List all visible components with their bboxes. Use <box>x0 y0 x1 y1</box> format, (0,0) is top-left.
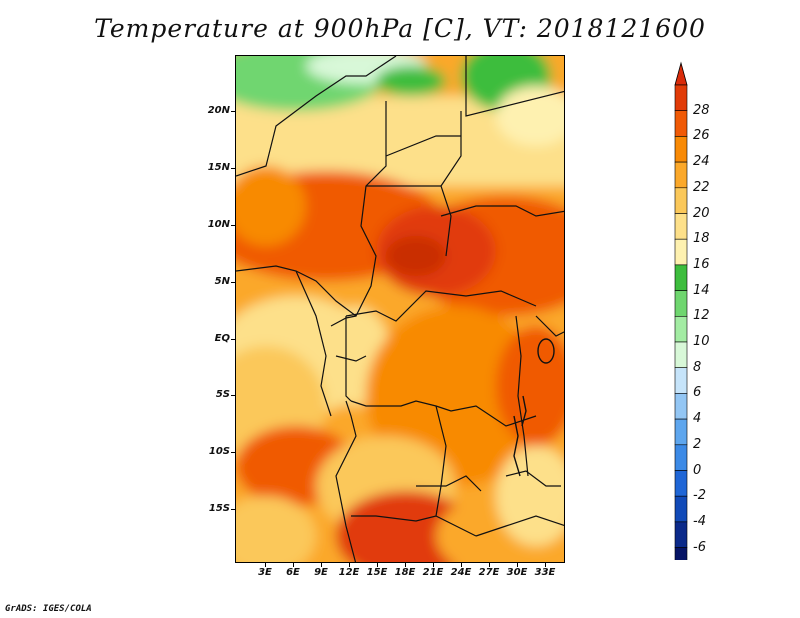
lon-tick <box>489 563 490 567</box>
colorbar-segment <box>674 444 688 471</box>
colorbar-label: 4 <box>693 411 702 427</box>
colorbar-segment <box>674 393 688 420</box>
colorbar-segment <box>674 315 688 343</box>
lon-tick <box>265 563 266 567</box>
lat-label-15n: 15N <box>207 162 230 173</box>
colorbar-label: 28 <box>693 102 710 118</box>
lon-tick <box>461 563 462 567</box>
colorbar-segment <box>674 213 688 240</box>
lat-label-5s: 5S <box>215 389 230 400</box>
colorbar-segment <box>674 161 688 189</box>
colorbar-label: -4 <box>693 513 706 529</box>
lat-label-15s: 15S <box>208 503 230 514</box>
colorbar-segment <box>674 495 688 523</box>
lat-label-10n: 10N <box>207 219 230 230</box>
lon-label-9e: 9E <box>314 567 328 578</box>
lat-tick <box>231 395 235 396</box>
colorbar-segment <box>674 136 688 163</box>
colorbar-label: 24 <box>693 154 710 170</box>
lat-label-20n: 20N <box>207 105 230 116</box>
colorbar-segment <box>674 110 688 137</box>
colorbar-label: 12 <box>693 308 710 324</box>
temperature-map <box>235 55 565 563</box>
lon-tick <box>517 563 518 567</box>
colorbar-label: 18 <box>693 231 710 247</box>
lat-tick <box>231 282 235 283</box>
colorbar-label: 2 <box>693 436 702 452</box>
lat-tick <box>231 111 235 112</box>
colorbar-label: -6 <box>693 539 706 555</box>
colorbar-label: 0 <box>693 462 702 478</box>
lon-tick <box>377 563 378 567</box>
lon-tick <box>405 563 406 567</box>
map-title: Temperature at 900hPa [C], VT: 201812160… <box>94 14 706 43</box>
lon-tick <box>349 563 350 567</box>
lat-label-5n: 5N <box>214 276 230 287</box>
lat-tick <box>231 339 235 340</box>
colorbar-label: 6 <box>693 385 702 401</box>
colorbar-segment <box>674 341 688 369</box>
colorbar-label: 20 <box>693 205 710 221</box>
colorbar-segment <box>674 470 688 497</box>
lat-tick <box>231 452 235 453</box>
lat-label-eq: EQ <box>214 333 230 344</box>
colorbar-label: 10 <box>693 334 710 349</box>
lon-label-27e: 27E <box>478 567 500 578</box>
colorbar-label: 26 <box>693 128 710 144</box>
colorbar-segment <box>674 418 688 446</box>
colorbar-segment <box>674 367 688 394</box>
colorbar-segment <box>674 264 688 291</box>
lat-label-10s: 10S <box>208 446 230 457</box>
lon-label-24e: 24E <box>450 567 472 578</box>
colorbar-top-triangle <box>674 61 688 86</box>
lon-tick <box>545 563 546 567</box>
credit-text: GrADS: IGES/COLA <box>5 604 92 614</box>
colorbar-label: -2 <box>693 488 706 504</box>
color-bar <box>674 61 688 560</box>
lon-label-3e: 3E <box>258 567 272 578</box>
lat-tick <box>231 168 235 169</box>
colorbar-segment <box>674 290 688 317</box>
lat-tick <box>231 225 235 226</box>
lon-tick <box>293 563 294 567</box>
lon-label-21e: 21E <box>422 567 444 578</box>
lat-tick <box>231 509 235 510</box>
lon-label-6e: 6E <box>286 567 300 578</box>
colorbar-label: 22 <box>693 179 710 195</box>
lon-label-12e: 12E <box>338 567 360 578</box>
colorbar-segment <box>674 238 688 266</box>
colorbar-label: 8 <box>693 359 702 375</box>
lon-label-15e: 15E <box>366 567 388 578</box>
colorbar-segment <box>674 521 688 548</box>
lon-tick <box>321 563 322 567</box>
lon-tick <box>433 563 434 567</box>
colorbar-segment <box>674 547 688 560</box>
colorbar-segment <box>674 84 688 112</box>
lon-label-18e: 18E <box>394 567 416 578</box>
colorbar-label: 16 <box>693 256 710 272</box>
colorbar-label: 14 <box>693 282 710 298</box>
lon-label-30e: 30E <box>506 567 528 578</box>
lon-label-33e: 33E <box>534 567 556 578</box>
colorbar-segment <box>674 187 688 214</box>
